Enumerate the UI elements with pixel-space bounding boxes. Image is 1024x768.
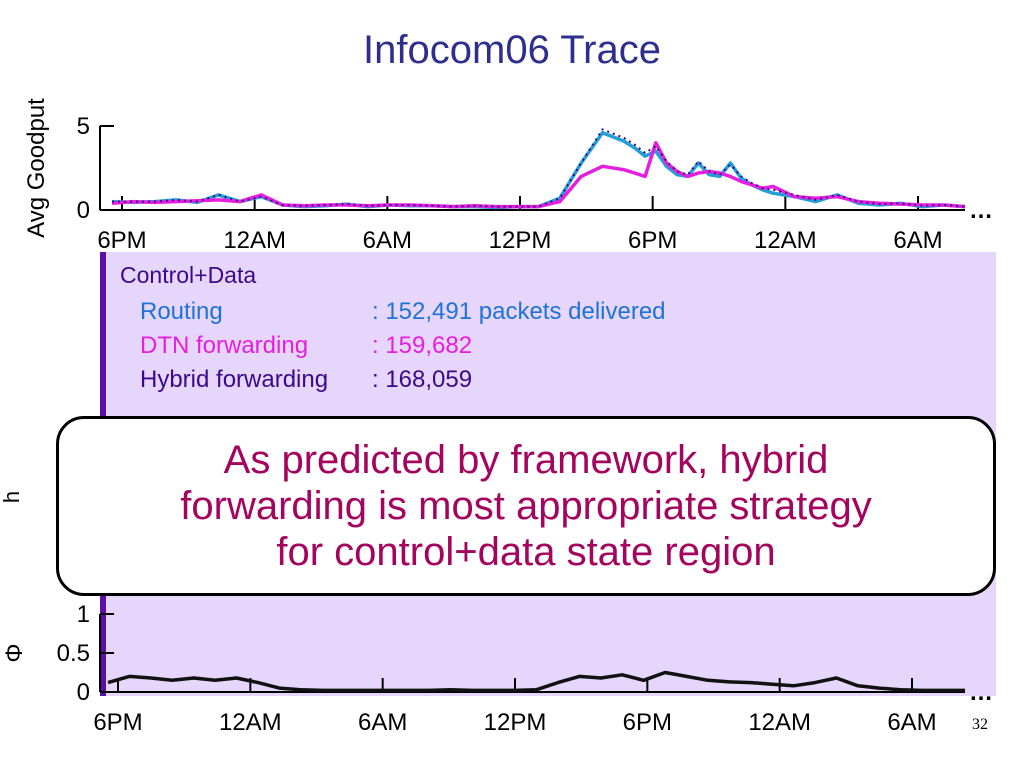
result-value: : 152,491 packets delivered: [372, 298, 666, 325]
result-value: : 159,682: [372, 332, 473, 359]
y-tick-label: 1: [77, 601, 90, 628]
result-value: : 168,059: [372, 366, 473, 393]
partial-axis-label: h: [0, 490, 25, 504]
conclusion-callout: As predicted by framework, hybrid forwar…: [56, 416, 996, 596]
result-label: Routing: [140, 298, 223, 325]
y-tick-label: 0: [77, 197, 90, 224]
x-tick-label: 6PM: [97, 227, 146, 254]
callout-text: As predicted by framework, hybrid forwar…: [180, 437, 871, 575]
result-row-routing: Routing : 152,491 packets delivered: [140, 298, 666, 326]
result-row-hybrid: Hybrid forwarding : 168,059: [140, 366, 472, 394]
x-tick-label: 6PM: [623, 709, 672, 736]
y-axis-label: Φ: [1, 643, 28, 662]
x-tick-label: 6PM: [628, 227, 677, 254]
panel-heading: Control+Data: [120, 262, 257, 288]
x-tick-label: 6AM: [363, 227, 412, 254]
x-tick-label: 12AM: [223, 227, 286, 254]
series-line: [107, 670, 965, 693]
y-tick-label: 5: [77, 113, 90, 140]
result-label: DTN forwarding: [140, 332, 309, 359]
slide-number: 32: [972, 716, 988, 733]
x-tick-label: 12PM: [489, 227, 552, 254]
callout-line: As predicted by framework, hybrid: [223, 438, 829, 482]
continuation-mark: …: [969, 679, 993, 706]
slide-title: Infocom06 Trace: [363, 28, 661, 72]
y-axis-label: Avg Goodput: [23, 98, 50, 238]
series-line: [112, 128, 966, 208]
x-tick-label: 12PM: [484, 709, 547, 736]
result-row-dtn: DTN forwarding : 159,682: [140, 332, 472, 360]
series-line: [111, 141, 966, 209]
result-label: Hybrid forwarding: [140, 366, 329, 393]
x-tick-label: 12AM: [754, 227, 817, 254]
x-tick-label: 6AM: [358, 709, 407, 736]
y-tick-label: 0.5: [57, 640, 90, 667]
x-tick-label: 12AM: [748, 709, 811, 736]
callout-line: forwarding is most appropriate strategy: [180, 484, 872, 528]
x-tick-label: 12AM: [219, 709, 282, 736]
continuation-mark: …: [969, 197, 993, 224]
x-tick-label: 6AM: [893, 227, 942, 254]
callout-line: for control+data state region: [276, 530, 776, 574]
x-tick-label: 6PM: [93, 709, 142, 736]
y-tick-label: 0: [77, 679, 90, 706]
x-tick-label: 6AM: [887, 709, 936, 736]
